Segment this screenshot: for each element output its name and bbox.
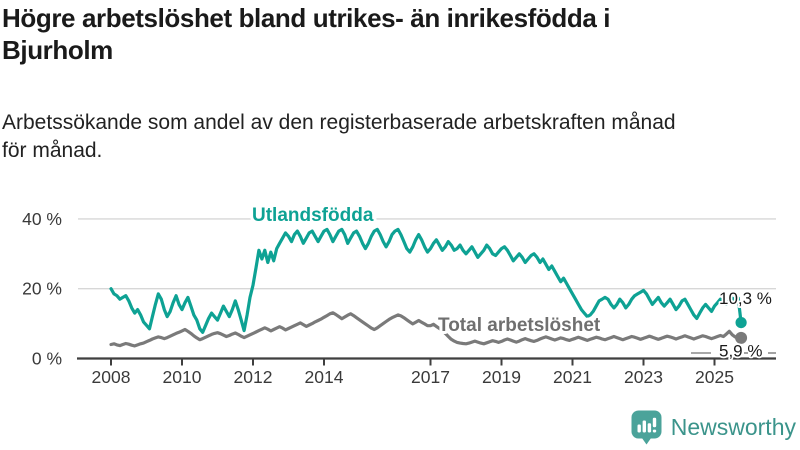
- x-tick-label: 2010: [163, 367, 202, 387]
- x-tick-label: 2012: [234, 367, 273, 387]
- y-tick-label: 20 %: [22, 279, 62, 299]
- x-tick-label: 2023: [624, 367, 663, 387]
- series-line-1: [109, 311, 743, 348]
- x-tick-label: 2008: [92, 367, 131, 387]
- chart-subtitle-line2: för månad.: [2, 139, 103, 162]
- x-tick-label: 2021: [553, 367, 592, 387]
- series-end-dot-1: [735, 331, 748, 344]
- chart-subtitle: Arbetssökande som andel av den registerb…: [2, 109, 794, 165]
- x-tick-label: 2014: [305, 367, 344, 387]
- y-tick-label: 0 %: [32, 349, 62, 369]
- newsworthy-icon: [631, 410, 662, 445]
- y-axis-labels: 0 % 20 % 40 %: [22, 209, 62, 369]
- brand-logo: Newsworthy: [630, 409, 796, 445]
- page-title: Högre arbetslöshet bland utrikes- än inr…: [2, 2, 782, 66]
- series-end-dot-0: [735, 317, 747, 329]
- gridlines: [78, 218, 776, 290]
- series-label-0: Utlandsfödda: [252, 205, 374, 226]
- series-line-0: [109, 227, 743, 334]
- y-tick-label: 40 %: [22, 209, 62, 229]
- chart-subtitle-line1: Arbetssökande som andel av den registerb…: [2, 111, 676, 134]
- x-axis-ticks: 2008 2010 2012 2014 2017 2019 2021 2023 2025: [92, 358, 734, 387]
- x-tick-label: 2025: [695, 367, 734, 387]
- brand-name: Newsworthy: [670, 413, 796, 440]
- series-label-1: Total arbetslöshet: [438, 315, 601, 336]
- page-title-line2: Bjurholm: [2, 35, 113, 65]
- end-label-total: 5,9 %: [719, 342, 762, 361]
- page-title-line1: Högre arbetslöshet bland utrikes- än inr…: [2, 3, 611, 33]
- x-tick-label: 2019: [482, 367, 521, 387]
- x-tick-label: 2017: [411, 367, 450, 387]
- end-label-utlandsfodda: 10,3 %: [719, 289, 772, 308]
